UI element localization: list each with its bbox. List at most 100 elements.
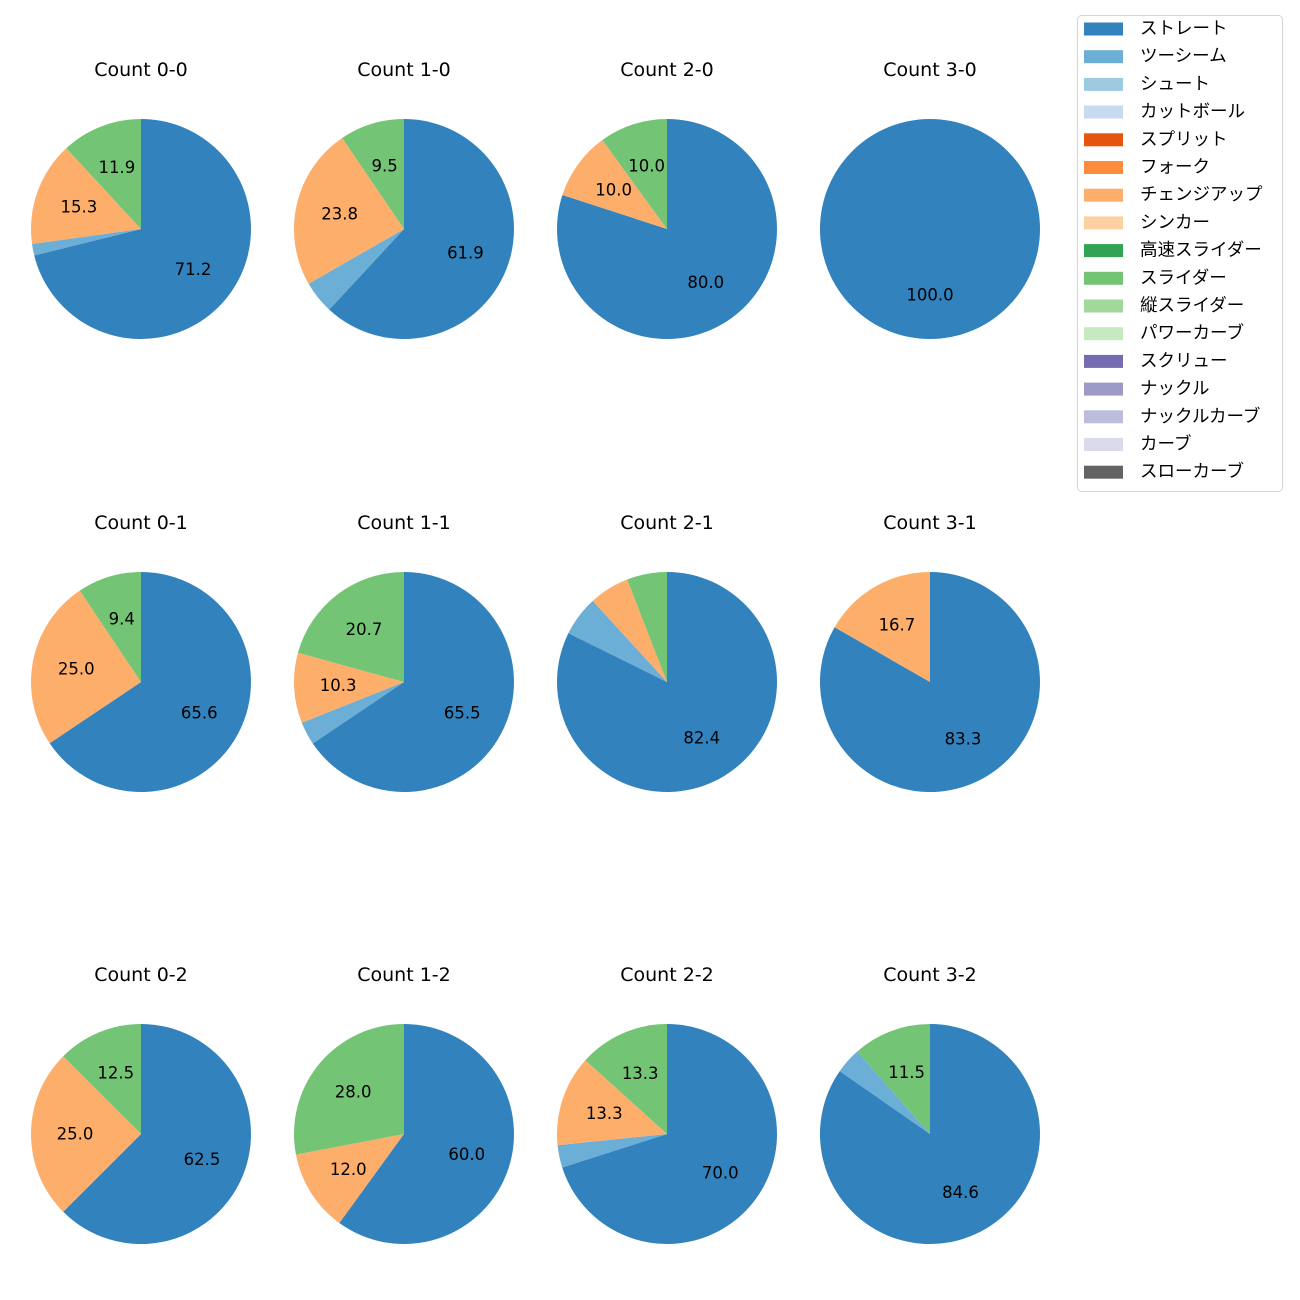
pie-title: Count 0-0 xyxy=(94,59,188,81)
pie-title: Count 1-0 xyxy=(357,59,451,81)
pie-count-1-2: Count 1-2 60.0 12.0 28.0 xyxy=(294,964,515,1244)
pie-slice xyxy=(66,119,141,229)
pie-slice xyxy=(592,579,667,682)
legend-item: ナックルカーブ xyxy=(1084,406,1260,427)
slice-label: 12.0 xyxy=(330,1160,367,1179)
pie-count-0-0: Count 0-0 71.2 15.3 11.9 xyxy=(30,59,252,339)
pie-count-3-2: Count 3-2 84.6 11.5 xyxy=(819,964,1040,1245)
slice-label: 25.0 xyxy=(57,1125,94,1144)
pie-slice xyxy=(329,119,514,339)
legend-swatch xyxy=(1084,299,1123,313)
slice-label: 100.0 xyxy=(906,286,953,305)
legend-swatch xyxy=(1084,327,1123,341)
slice-label: 65.6 xyxy=(181,704,218,723)
legend-swatch xyxy=(1084,271,1123,285)
pie-slice xyxy=(301,682,404,744)
slice-label: 10.3 xyxy=(320,676,357,695)
slice-label: 62.5 xyxy=(184,1150,221,1169)
pie-slice xyxy=(839,1051,930,1134)
legend-swatch xyxy=(1084,438,1123,451)
legend-label: 縦スライダー xyxy=(1140,296,1244,316)
pie-slice xyxy=(562,140,667,229)
legend-swatch xyxy=(1084,133,1123,147)
pie-slice xyxy=(297,572,404,682)
pie-slice xyxy=(562,1024,777,1244)
legend-item: ツーシーム xyxy=(1084,47,1227,67)
pie-slice xyxy=(557,1134,667,1168)
legend-item: スライダー xyxy=(1084,268,1227,288)
legend-label: スローカーブ xyxy=(1140,461,1244,482)
pie-count-2-1: Count 2-1 82.4 xyxy=(556,512,777,792)
legend-item: 縦スライダー xyxy=(1084,296,1244,316)
legend-item: カットボール xyxy=(1084,102,1245,122)
legend-item: フォーク xyxy=(1084,158,1210,178)
pie-slice xyxy=(31,1056,141,1212)
pie-slice xyxy=(308,229,404,310)
pie-slice xyxy=(627,572,667,682)
slice-label: 11.5 xyxy=(888,1063,925,1082)
legend-item: スローカーブ xyxy=(1084,461,1244,482)
legend-swatch xyxy=(1084,188,1123,202)
pie-count-2-0: Count 2-0 80.0 10.0 10.0 xyxy=(556,59,777,339)
pie-count-2-2: Count 2-2 70.0 13.3 13.3 xyxy=(557,964,777,1244)
legend-swatch xyxy=(1084,161,1123,174)
pie-slice xyxy=(30,590,141,744)
slice-label: 13.3 xyxy=(622,1064,659,1083)
pie-count-1-1: Count 1-1 65.5 10.3 20.7 xyxy=(294,512,515,793)
slice-label: 60.0 xyxy=(448,1145,485,1164)
pie-slice xyxy=(602,119,667,229)
legend-label: シュート xyxy=(1140,74,1210,94)
legend-label: パワーカーブ xyxy=(1140,323,1244,344)
slice-label: 83.3 xyxy=(945,730,982,749)
legend-label: 高速スライダー xyxy=(1140,241,1262,261)
slice-label: 80.0 xyxy=(687,273,724,292)
slice-label: 25.0 xyxy=(58,660,95,679)
legend-label: チェンジアップ xyxy=(1140,185,1263,205)
pie-slice xyxy=(34,119,252,339)
slice-label: 10.0 xyxy=(628,157,665,176)
pie-slice xyxy=(49,572,251,792)
pie-title: Count 1-1 xyxy=(357,512,451,534)
pie-title: Count 2-2 xyxy=(620,964,714,986)
slice-label: 23.8 xyxy=(321,205,358,224)
legend-item: シンカー xyxy=(1084,213,1210,233)
legend-item: カーブ xyxy=(1084,434,1191,455)
pie-title: Count 1-2 xyxy=(357,964,451,986)
legend-item: シュート xyxy=(1084,74,1210,94)
legend-label: フォーク xyxy=(1140,158,1210,178)
slice-label: 70.0 xyxy=(702,1163,739,1182)
pie-count-0-2: Count 0-2 62.5 25.0 12.5 xyxy=(31,964,252,1244)
pie-title: Count 3-2 xyxy=(883,964,977,986)
pie-slice xyxy=(342,119,404,229)
pie-count-0-1: Count 0-1 65.6 25.0 9.4 xyxy=(30,512,251,792)
slice-label: 10.0 xyxy=(595,181,632,200)
legend-item: スクリュー xyxy=(1084,351,1228,371)
legend: ストレートツーシームシュートカットボールスプリットフォークチェンジアップシンカー… xyxy=(1077,15,1283,492)
pie-title: Count 3-0 xyxy=(883,59,977,81)
pie-slice xyxy=(557,1060,667,1146)
legend-item: 高速スライダー xyxy=(1084,241,1262,261)
pie-slice xyxy=(834,572,930,682)
slice-label: 13.3 xyxy=(586,1104,623,1123)
slice-label: 20.7 xyxy=(346,620,383,639)
slice-label: 9.5 xyxy=(371,156,397,175)
legend-swatch xyxy=(1084,22,1123,36)
legend-item: スプリット xyxy=(1084,130,1228,150)
pie-slice xyxy=(585,1024,667,1134)
legend-swatch xyxy=(1084,354,1123,368)
pie-slice xyxy=(568,600,667,682)
slice-label: 15.3 xyxy=(60,197,97,216)
legend-label: カットボール xyxy=(1140,102,1245,122)
pie-slice xyxy=(32,229,141,256)
pie-title: Count 2-0 xyxy=(620,59,714,81)
slice-label: 9.4 xyxy=(109,609,135,628)
legend-label: スクリュー xyxy=(1140,351,1228,371)
legend-label: ストレート xyxy=(1140,19,1228,39)
pie-slice xyxy=(293,138,404,284)
pie-slice xyxy=(63,1024,252,1244)
slice-label: 16.7 xyxy=(879,615,916,634)
pie-count-1-0: Count 1-0 61.9 23.8 9.5 xyxy=(293,59,514,339)
pie-slice xyxy=(312,572,515,793)
slice-label: 28.0 xyxy=(335,1082,372,1101)
